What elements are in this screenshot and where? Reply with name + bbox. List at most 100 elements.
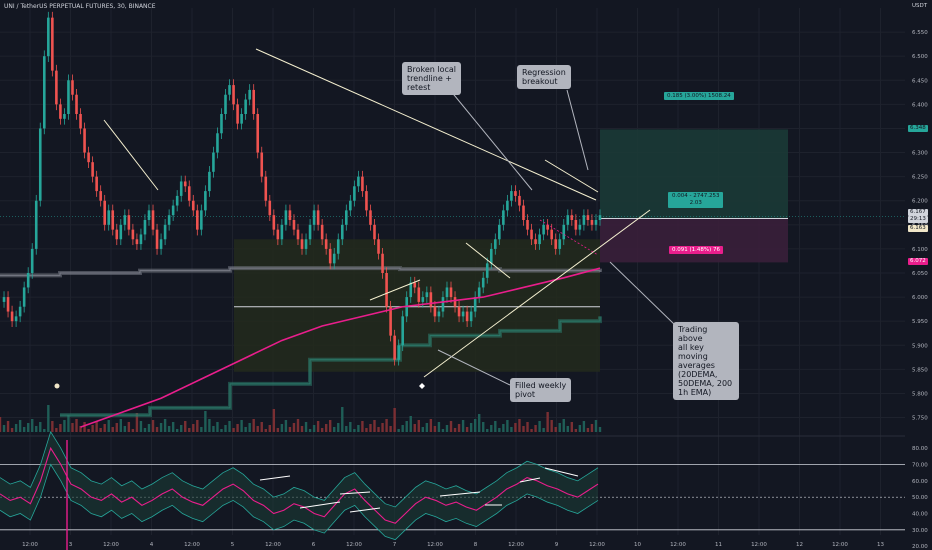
candle-body: [409, 282, 413, 298]
volume-bar: [224, 425, 227, 432]
rsi-divergence-line: [349, 507, 381, 513]
candle-body: [208, 171, 211, 192]
volume-bar: [252, 419, 255, 432]
volume-bar: [333, 427, 336, 432]
price-tick-label: 5.800: [912, 391, 928, 397]
candle-body: [498, 224, 501, 240]
volume-bar: [510, 427, 513, 432]
volume-bar: [397, 429, 400, 432]
volume-bar: [63, 420, 66, 432]
note-weekly-pivot[interactable]: Filled weekly pivot: [510, 378, 572, 402]
volume-bar: [574, 429, 578, 432]
candle-body: [71, 80, 74, 95]
time-tick-label: 12:00: [265, 542, 281, 548]
price-tick-label: 5.750: [912, 416, 928, 422]
volume-bar: [236, 424, 239, 432]
volume-bar: [598, 427, 602, 432]
candle-body: [385, 273, 388, 307]
time-tick-label: 12:00: [22, 542, 38, 548]
time-tick-label: 12:00: [751, 542, 767, 548]
candle-body: [175, 195, 179, 206]
candle-body: [14, 316, 18, 322]
candle-body: [389, 306, 392, 336]
volume-bar: [522, 426, 525, 432]
chart-title: UNI / TetherUS PERPETUAL FUTURES, 30, BI…: [4, 3, 156, 10]
candle-body: [2, 297, 6, 302]
candle-body: [244, 99, 247, 114]
price-tick-label: 6.200: [912, 199, 928, 205]
volume-bar: [494, 421, 497, 432]
volume-bar: [171, 422, 175, 432]
candle-body: [38, 128, 42, 201]
candle-body: [280, 224, 284, 240]
regression-lower: [539, 219, 599, 256]
volume-bar: [586, 428, 590, 432]
volume-bar: [6, 421, 10, 432]
rsi-tick-label: 70.00: [912, 463, 928, 469]
time-tick-label: 6: [312, 542, 316, 548]
rsi-tick-label: 40.00: [912, 512, 928, 518]
candle-body: [518, 195, 521, 206]
volume-bar: [163, 419, 167, 432]
candle-body: [578, 224, 582, 230]
candle-body: [530, 229, 533, 240]
candle-body: [59, 104, 62, 119]
price-tag: 6.348: [908, 125, 928, 133]
volume-bar: [87, 429, 90, 432]
volume-bar: [312, 425, 316, 432]
volume-bar: [22, 427, 26, 432]
entry-badge-line2: 2.03: [689, 200, 702, 206]
candle-body: [413, 282, 417, 288]
volume-bar: [401, 425, 404, 432]
candle-body: [369, 210, 372, 225]
candle-body: [542, 224, 545, 235]
volume-bar: [538, 421, 541, 432]
volume-bar: [75, 419, 78, 432]
candle-body: [224, 94, 227, 114]
time-axis[interactable]: 12:00 3 12:00 4 12:00 5 12:00 6 12:00 7 12:00 8 12:0…: [22, 542, 884, 548]
candle-body: [212, 152, 215, 172]
volume-bar: [155, 427, 159, 432]
candle-body: [381, 253, 384, 273]
candle-body: [107, 210, 111, 225]
volume-bar: [546, 412, 549, 432]
candle-body: [481, 277, 485, 288]
candle-body: [320, 224, 324, 240]
candle-body: [260, 152, 264, 177]
price-tick-label: 6.300: [912, 151, 928, 157]
volume-bar: [200, 427, 203, 432]
price-tag: 6.163: [908, 224, 928, 232]
volume-bar: [550, 420, 553, 432]
note-moving-averages[interactable]: Trading above all key moving averages (2…: [673, 322, 739, 400]
candle-body: [276, 229, 280, 240]
volume-bar: [526, 422, 529, 432]
volume-bar: [377, 427, 380, 432]
rsi-divergence-line: [339, 491, 371, 495]
volume-bar: [39, 422, 42, 432]
volume-bar: [228, 421, 231, 432]
volume-bar: [308, 429, 312, 432]
rsi-axis[interactable]: 80.00 70.00 60.00 50.00 40.00 30.00 20.00: [912, 446, 928, 550]
volume-bar: [127, 422, 131, 432]
candle-body: [473, 297, 477, 312]
candle-body: [433, 306, 437, 317]
candle-body: [401, 316, 404, 346]
rsi-tick-label: 80.00: [912, 446, 928, 452]
trendlines[interactable]: [54, 48, 676, 389]
note-broken-trendline[interactable]: Broken local trendline + retest: [402, 62, 462, 95]
candle-body: [425, 292, 429, 298]
candle-body: [538, 234, 541, 245]
candle-body: [485, 263, 489, 278]
candle-body: [316, 210, 320, 225]
price-tick-label: 6.050: [912, 271, 928, 277]
volume-bar: [449, 421, 453, 432]
pointer-moving-averages: [609, 261, 676, 326]
candle-body: [26, 273, 30, 288]
note-regression-breakout[interactable]: Regression breakout: [517, 65, 571, 89]
volume-bar: [345, 426, 348, 432]
candle-body: [91, 162, 94, 177]
candle-body: [469, 311, 473, 322]
loss-zone: [600, 218, 788, 263]
volume-bar: [204, 411, 207, 432]
